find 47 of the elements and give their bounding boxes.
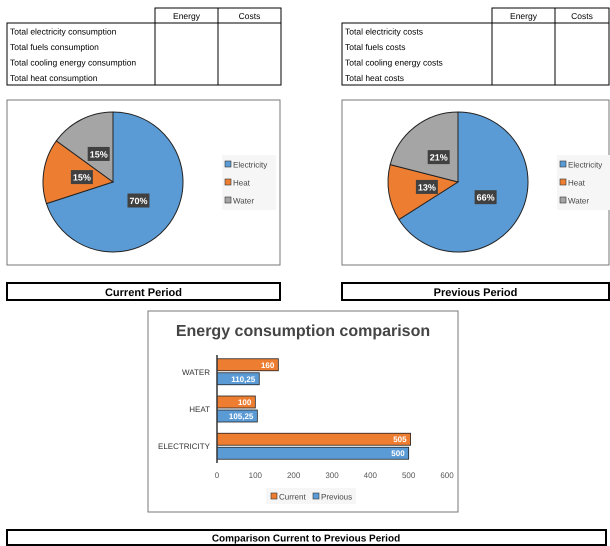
category-label: Total fuels costs	[345, 42, 406, 52]
x-tick-label: 600	[440, 471, 454, 480]
category-label: Total heat costs	[345, 73, 404, 83]
data-label: 100	[238, 398, 252, 407]
category-label: Total electricity costs	[345, 26, 423, 36]
legend-label: Water	[568, 196, 590, 206]
data-label: 500	[391, 449, 406, 458]
y-tick-label: HEAT	[189, 405, 210, 414]
legend-label: Heat	[568, 178, 586, 188]
category-label: Total cooling energy costs	[345, 58, 443, 68]
x-tick-label: 0	[214, 471, 220, 480]
legend-label: Electricity	[568, 160, 602, 170]
x-tick-label: 400	[364, 471, 378, 480]
text: Costs	[571, 11, 593, 21]
category-label: Total heat consumption	[10, 73, 98, 83]
data-label: 15%	[72, 172, 91, 183]
data-label: 505	[393, 435, 408, 444]
x-tick-label: 300	[325, 471, 340, 480]
x-tick-label: 500	[402, 471, 416, 480]
text: Comparison Current to Previous Period	[212, 534, 400, 544]
y-tick-label: WATER	[182, 368, 210, 377]
legend-label: Previous	[321, 492, 352, 502]
legend-label: Water	[233, 196, 254, 206]
data-label: 66%	[476, 192, 495, 203]
category-label: Total fuels consumption	[10, 42, 100, 52]
x-tick-label: 200	[286, 471, 301, 480]
data-label: 160	[260, 360, 275, 370]
data-label: 21%	[430, 152, 448, 163]
category-label: Total electricity consumption	[10, 26, 117, 36]
y-tick-label: ELECTRICITY	[158, 442, 211, 452]
text: Energy	[173, 11, 201, 21]
text: Energy	[510, 11, 538, 21]
data-label: 70%	[129, 196, 148, 206]
text: Previous Period	[434, 287, 518, 299]
data-label: 15%	[90, 149, 108, 160]
x-tick-label: 100	[248, 471, 263, 480]
legend-label: Current	[279, 492, 306, 502]
legend-label: Heat	[233, 178, 251, 188]
pie-slice	[46, 112, 184, 252]
data-label: 105,25	[228, 412, 254, 421]
legend-label: Electricity	[233, 160, 268, 170]
text: Current Period	[104, 287, 182, 299]
category-label: Total cooling energy consumption	[10, 58, 136, 68]
text: Costs	[238, 11, 260, 21]
chart-title: Energy consumption comparison	[176, 323, 430, 340]
data-label: 13%	[418, 182, 436, 192]
data-label: 110,25	[231, 374, 256, 384]
